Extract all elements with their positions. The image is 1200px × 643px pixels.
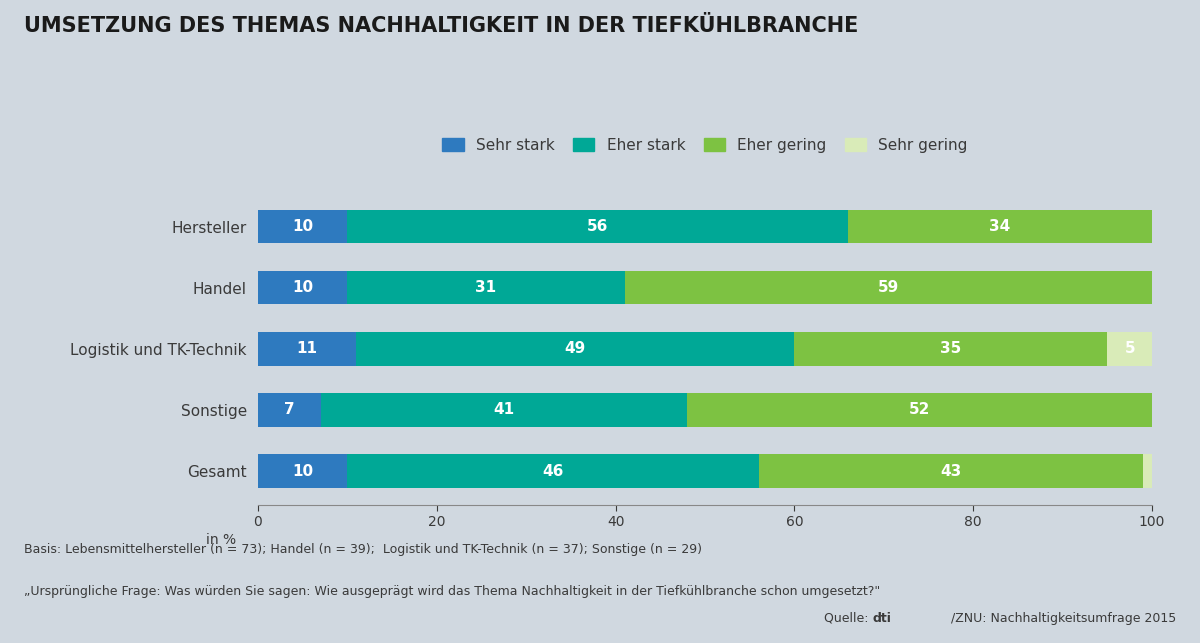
Text: /ZNU: Nachhaltigkeitsumfrage 2015: /ZNU: Nachhaltigkeitsumfrage 2015 [950,612,1176,625]
Text: 35: 35 [941,341,961,356]
Text: „Ursprüngliche Frage: Was würden Sie sagen: Wie ausgeprägt wird das Thema Nachha: „Ursprüngliche Frage: Was würden Sie sag… [24,585,881,598]
Text: Basis: Lebensmittelhersteller (n = 73); Handel (n = 39);  Logistik und TK-Techni: Basis: Lebensmittelhersteller (n = 73); … [24,543,702,556]
Text: Quelle:: Quelle: [824,612,872,625]
Text: 49: 49 [565,341,586,356]
Bar [624,271,1152,305]
Bar [348,455,758,488]
Bar [258,271,348,305]
Bar [348,210,848,243]
Text: 11: 11 [296,341,318,356]
Text: UMSETZUNG DES THEMAS NACHHALTIGKEIT IN DER TIEFKÜHLBRANCHE: UMSETZUNG DES THEMAS NACHHALTIGKEIT IN D… [24,16,858,36]
Bar [348,271,624,305]
Text: 46: 46 [542,464,564,478]
Text: 7: 7 [284,403,295,417]
Text: 56: 56 [587,219,608,234]
Text: 31: 31 [475,280,497,295]
Bar [848,210,1152,243]
Bar [794,332,1108,366]
Text: dti: dti [872,612,892,625]
Text: 10: 10 [292,464,313,478]
Text: in %: in % [205,533,235,547]
Text: 34: 34 [989,219,1010,234]
Bar [1108,332,1152,366]
Bar [258,455,348,488]
Text: 43: 43 [941,464,961,478]
Bar [258,393,320,427]
Text: 5: 5 [1124,341,1135,356]
Legend: Sehr stark, Eher stark, Eher gering, Sehr gering: Sehr stark, Eher stark, Eher gering, Seh… [436,132,974,159]
Bar [356,332,794,366]
Text: 10: 10 [292,280,313,295]
Bar [758,455,1144,488]
Text: 59: 59 [877,280,899,295]
Text: 41: 41 [493,403,515,417]
Text: 10: 10 [292,219,313,234]
Bar [258,332,356,366]
Bar [1144,455,1152,488]
Bar [258,210,348,243]
Bar [688,393,1152,427]
Text: 52: 52 [908,403,930,417]
Bar [320,393,688,427]
